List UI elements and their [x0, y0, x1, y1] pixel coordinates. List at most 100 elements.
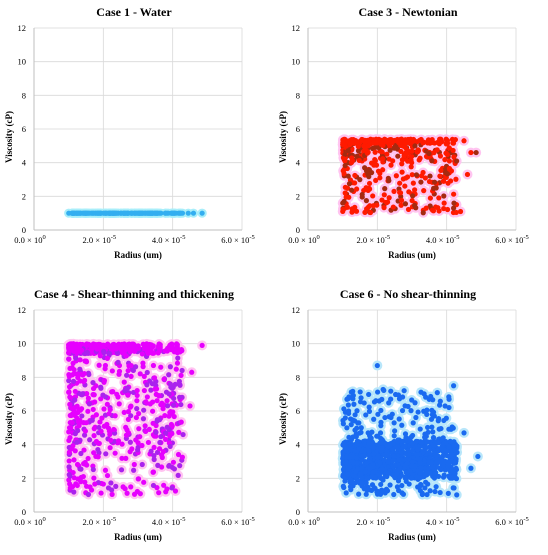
- data-point: [177, 395, 182, 400]
- y-tick-label: 8: [296, 90, 300, 100]
- data-point: [95, 211, 100, 216]
- data-point: [169, 422, 174, 427]
- data-point: [373, 178, 378, 183]
- data-point: [435, 205, 440, 210]
- data-point: [103, 363, 108, 368]
- data-point: [350, 206, 355, 211]
- data-point: [78, 451, 83, 456]
- data-point: [153, 430, 158, 435]
- data-point: [141, 416, 146, 421]
- data-point: [391, 189, 396, 194]
- data-point: [343, 163, 348, 168]
- data-point: [105, 342, 110, 347]
- data-point: [158, 365, 163, 370]
- data-point: [66, 464, 71, 469]
- data-point: [360, 194, 365, 199]
- data-point: [151, 483, 156, 488]
- data-point: [438, 168, 443, 173]
- data-point: [67, 384, 72, 389]
- data-point: [380, 149, 385, 154]
- y-axis-label: Viscosity (cP): [278, 393, 288, 445]
- data-point: [388, 163, 393, 168]
- data-point: [435, 390, 440, 395]
- data-point: [91, 433, 96, 438]
- data-point: [108, 407, 113, 412]
- data-point: [391, 492, 396, 497]
- data-point: [342, 157, 347, 162]
- chart-title: Case 6 - No shear-thinning: [340, 287, 476, 301]
- data-point: [411, 181, 416, 186]
- data-point: [178, 402, 183, 407]
- data-point: [79, 406, 84, 411]
- data-point: [107, 351, 112, 356]
- data-point: [346, 402, 351, 407]
- data-point: [98, 490, 103, 495]
- data-point: [148, 401, 153, 406]
- data-point: [200, 343, 205, 348]
- data-point: [155, 463, 160, 468]
- data-point: [67, 402, 72, 407]
- y-tick-label: 6: [22, 406, 26, 416]
- data-point: [154, 398, 159, 403]
- data-point: [110, 368, 115, 373]
- data-point: [91, 344, 96, 349]
- data-point: [134, 398, 139, 403]
- data-point: [84, 420, 89, 425]
- data-point: [156, 350, 161, 355]
- data-point: [71, 349, 76, 354]
- data-point: [158, 434, 163, 439]
- data-point: [124, 433, 129, 438]
- data-point: [94, 439, 99, 444]
- data-point: [75, 483, 80, 488]
- data-point: [343, 415, 348, 420]
- y-tick-label: 6: [296, 406, 300, 416]
- data-point: [67, 472, 72, 477]
- data-point: [404, 151, 409, 156]
- data-point: [399, 161, 404, 166]
- data-point: [154, 419, 159, 424]
- data-point: [145, 211, 150, 216]
- data-point: [402, 183, 407, 188]
- x-tick-label: 4.0 × 10-5: [426, 516, 460, 527]
- data-point: [412, 138, 417, 143]
- data-point: [443, 170, 448, 175]
- data-point: [341, 168, 346, 173]
- data-point: [392, 428, 397, 433]
- data-point: [170, 211, 175, 216]
- data-point: [178, 373, 183, 378]
- data-point: [395, 154, 400, 159]
- data-point: [120, 350, 125, 355]
- data-point: [124, 373, 129, 378]
- data-point: [124, 491, 129, 496]
- x-tick-label: 0.0 × 100: [14, 234, 45, 245]
- data-point: [117, 401, 122, 406]
- data-point: [134, 406, 139, 411]
- data-point: [128, 374, 133, 379]
- y-tick-label: 12: [292, 23, 301, 33]
- data-point: [144, 382, 149, 387]
- data-point: [399, 483, 404, 488]
- x-tick-label: 6.0 × 10-5: [495, 234, 529, 245]
- data-point: [126, 409, 131, 414]
- y-tick-label: 2: [22, 473, 26, 483]
- data-point: [84, 341, 89, 346]
- data-point: [434, 484, 439, 489]
- data-point: [175, 342, 180, 347]
- data-point: [137, 434, 142, 439]
- data-point: [179, 368, 184, 373]
- data-point: [75, 410, 80, 415]
- data-point: [347, 142, 352, 147]
- y-axis-label: Viscosity (cP): [278, 111, 288, 163]
- data-point: [103, 468, 108, 473]
- data-point: [164, 398, 169, 403]
- data-point: [113, 451, 118, 456]
- data-point: [66, 211, 71, 216]
- data-point: [416, 409, 421, 414]
- data-point: [395, 137, 400, 142]
- data-point: [445, 207, 450, 212]
- data-point: [386, 178, 391, 183]
- data-point: [179, 348, 184, 353]
- data-point: [108, 437, 113, 442]
- data-point: [102, 378, 107, 383]
